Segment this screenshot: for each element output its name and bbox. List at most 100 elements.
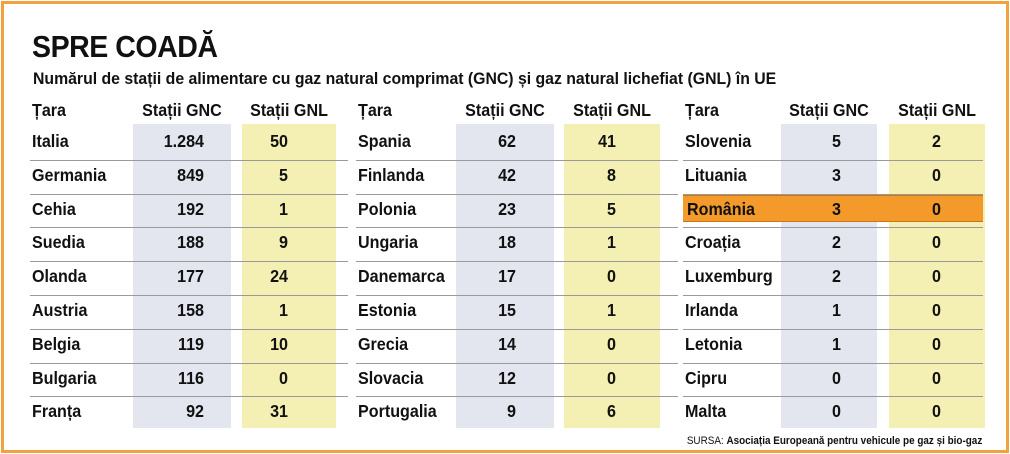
header-gnc: Stații GNC bbox=[789, 100, 869, 120]
gnc-column-background bbox=[456, 124, 554, 428]
header-gnc: Stații GNC bbox=[142, 100, 222, 120]
cell-gnl: 9 bbox=[279, 232, 288, 253]
cell-gnl: 0 bbox=[932, 164, 941, 185]
header-gnl: Stații GNL bbox=[573, 100, 651, 120]
cell-gnc: 3 bbox=[832, 198, 841, 219]
row-divider bbox=[683, 396, 983, 398]
row-divider bbox=[30, 227, 348, 229]
cell-gnc: 158 bbox=[177, 300, 204, 320]
cell-gnc: 116 bbox=[178, 367, 204, 388]
row-divider bbox=[356, 328, 678, 330]
cell-country: Spania bbox=[358, 131, 411, 151]
cell-gnc: 9 bbox=[507, 401, 516, 422]
cell-gnc: 18 bbox=[498, 232, 516, 253]
cell-gnl: 0 bbox=[932, 300, 941, 320]
row-divider bbox=[356, 227, 678, 229]
source-text: Asociația Europeană pentru vehicule pe g… bbox=[726, 435, 982, 447]
cell-country: Croația bbox=[685, 232, 741, 253]
cell-country: Portugalia bbox=[358, 401, 437, 422]
row-divider bbox=[356, 159, 678, 161]
gnl-column-background bbox=[889, 124, 985, 428]
cell-country: Danemarca bbox=[358, 266, 445, 287]
cell-gnl: 10 bbox=[270, 333, 288, 354]
cell-country: Grecia bbox=[358, 333, 409, 354]
gnl-column-background bbox=[564, 124, 660, 428]
cell-gnc: 1.284 bbox=[163, 131, 204, 151]
row-divider bbox=[30, 362, 348, 364]
cell-gnl: 0 bbox=[932, 266, 941, 287]
cell-gnl: 1 bbox=[607, 232, 616, 253]
table-panel-1: Țara Stații GNC Stații GNL Italia 1.284 50 Ger… bbox=[30, 94, 348, 434]
cell-gnc: 2 bbox=[832, 232, 841, 253]
cell-country: Cipru bbox=[685, 367, 728, 388]
row-divider bbox=[30, 328, 348, 330]
cell-gnc: 849 bbox=[177, 164, 204, 185]
cell-country: Cehia bbox=[32, 198, 76, 219]
cell-gnl: 6 bbox=[607, 401, 616, 422]
header-gnl: Stații GNL bbox=[250, 100, 328, 120]
cell-gnl: 0 bbox=[607, 367, 616, 388]
row-divider bbox=[683, 295, 983, 296]
row-divider bbox=[30, 396, 348, 398]
cell-country: Estonia bbox=[358, 300, 417, 320]
cell-gnl: 0 bbox=[932, 367, 941, 388]
header-gnc: Stații GNC bbox=[465, 100, 545, 120]
cell-gnl: 5 bbox=[279, 164, 288, 185]
cell-gnl: 2 bbox=[932, 131, 941, 151]
cell-gnl: 0 bbox=[932, 232, 941, 253]
cell-gnc: 1 bbox=[832, 300, 841, 320]
row-divider bbox=[356, 396, 678, 398]
header-gnl: Stații GNL bbox=[898, 100, 976, 120]
row-divider bbox=[683, 362, 983, 364]
cell-gnl: 1 bbox=[279, 198, 288, 219]
cell-country: Lituania bbox=[685, 164, 747, 185]
cell-gnl: 0 bbox=[932, 333, 941, 354]
cell-gnc: 12 bbox=[498, 367, 516, 388]
row-divider bbox=[356, 193, 678, 195]
cell-gnc: 5 bbox=[832, 131, 841, 151]
cell-gnc: 192 bbox=[177, 198, 204, 219]
cell-gnc: 23 bbox=[498, 198, 516, 219]
cell-country: Slovacia bbox=[358, 367, 424, 388]
chart-subtitle: Numărul de stații de alimentare cu gaz n… bbox=[33, 69, 777, 88]
cell-gnl: 0 bbox=[279, 367, 288, 388]
cell-gnc: 17 bbox=[498, 266, 516, 287]
table-panel-2: Țara Stații GNC Stații GNL Spania 62 41 Finlan… bbox=[356, 94, 678, 434]
cell-gnl: 41 bbox=[598, 131, 616, 151]
cell-country: Germania bbox=[32, 164, 107, 185]
cell-country: Italia bbox=[32, 131, 69, 151]
cell-country: Finlanda bbox=[358, 164, 425, 185]
cell-gnc: 62 bbox=[498, 131, 516, 151]
row-divider bbox=[356, 362, 678, 364]
row-divider bbox=[683, 227, 983, 229]
cell-country: Ungaria bbox=[358, 232, 418, 253]
cell-country: Luxemburg bbox=[685, 266, 773, 287]
cell-gnc: 2 bbox=[832, 266, 841, 287]
header-country: Țara bbox=[32, 100, 67, 120]
cell-gnl: 8 bbox=[607, 164, 616, 185]
cell-gnc: 0 bbox=[832, 401, 841, 422]
cell-gnc: 14 bbox=[498, 333, 516, 354]
row-divider bbox=[683, 328, 983, 330]
row-divider bbox=[30, 295, 348, 296]
cell-gnl: 5 bbox=[607, 198, 616, 219]
cell-gnl: 24 bbox=[270, 266, 288, 287]
cell-gnl: 0 bbox=[607, 333, 616, 354]
row-divider bbox=[356, 261, 678, 263]
cell-gnc: 92 bbox=[186, 401, 204, 422]
cell-gnl: 0 bbox=[932, 198, 941, 219]
cell-gnc: 15 bbox=[498, 300, 516, 320]
cell-gnl: 50 bbox=[270, 131, 288, 151]
row-divider bbox=[30, 159, 348, 161]
cell-country: Austria bbox=[32, 300, 88, 320]
cell-country: Belgia bbox=[32, 333, 81, 354]
cell-country: Suedia bbox=[32, 232, 85, 253]
cell-gnl: 0 bbox=[932, 401, 941, 422]
cell-country: Slovenia bbox=[685, 131, 752, 151]
cell-country: Malta bbox=[685, 401, 727, 422]
cell-country: România bbox=[687, 198, 755, 219]
cell-gnl: 31 bbox=[270, 401, 288, 422]
cell-gnl: 1 bbox=[279, 300, 288, 320]
gnc-column-background bbox=[133, 124, 231, 428]
header-country: Țara bbox=[358, 100, 393, 120]
